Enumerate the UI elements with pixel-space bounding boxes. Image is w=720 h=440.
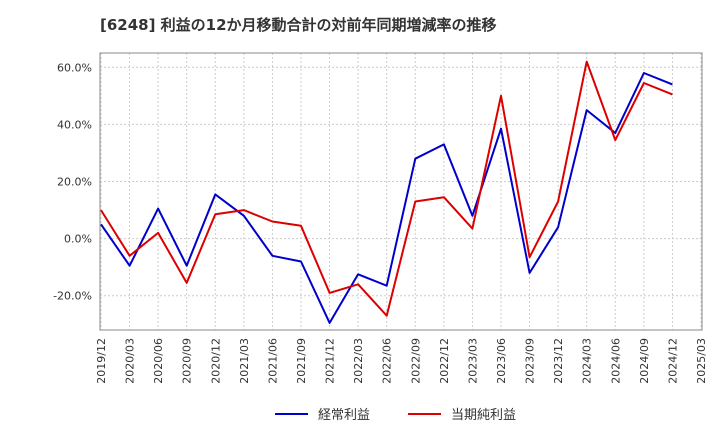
- x-tick-label: 2020/09: [181, 338, 194, 384]
- x-tick-label: 2020/06: [152, 338, 165, 384]
- x-tick-label: 2021/12: [324, 338, 337, 384]
- x-axis: 2019/12 2020/03 2020/06 2020/09 2020/12 2021/…: [95, 338, 708, 384]
- series-line-1: [100, 72, 673, 324]
- x-tick-label: 2022/09: [409, 338, 422, 384]
- x-tick-label: 2021/09: [295, 338, 308, 384]
- x-tick-label: 2023/06: [495, 338, 508, 384]
- x-tick-label: 2023/09: [524, 338, 537, 384]
- legend-label-series-1: 経常利益: [318, 408, 370, 423]
- x-tick-label: 2023/03: [466, 338, 479, 384]
- chart-title: [6248] 利益の12か月移動合計の対前年同期増減率の推移: [100, 16, 497, 34]
- x-tick-label: 2024/06: [609, 338, 622, 384]
- y-tick-label: 0.0%: [64, 233, 92, 246]
- grid-lines: [100, 53, 702, 330]
- x-tick-label: 2024/12: [666, 338, 679, 384]
- x-tick-label: 2020/12: [209, 338, 222, 384]
- plot-area-border: [99, 52, 703, 331]
- x-tick-label: 2022/06: [381, 338, 394, 384]
- x-tick-label: 2019/12: [95, 338, 108, 384]
- y-tick-label: 60.0%: [57, 61, 92, 74]
- x-tick-label: 2022/12: [438, 338, 451, 384]
- x-tick-label: 2024/09: [638, 338, 651, 384]
- x-tick-label: 2023/12: [552, 338, 565, 384]
- y-tick-label: 20.0%: [57, 176, 92, 189]
- y-axis: -20.0% 0.0% 20.0% 40.0% 60.0%: [53, 61, 92, 302]
- y-tick-label: 40.0%: [57, 118, 92, 131]
- x-tick-label: 2025/03: [695, 338, 708, 384]
- series-line-2: [100, 60, 673, 317]
- x-tick-label: 2020/03: [124, 338, 137, 384]
- y-tick-label: -20.0%: [53, 290, 92, 303]
- x-tick-label: 2022/03: [352, 338, 365, 384]
- legend: 経常利益 当期純利益: [275, 408, 516, 423]
- x-tick-label: 2021/06: [266, 338, 279, 384]
- series-lines: [100, 60, 673, 324]
- x-tick-label: 2021/03: [238, 338, 251, 384]
- legend-label-series-2: 当期純利益: [451, 408, 516, 423]
- x-tick-label: 2024/03: [581, 338, 594, 384]
